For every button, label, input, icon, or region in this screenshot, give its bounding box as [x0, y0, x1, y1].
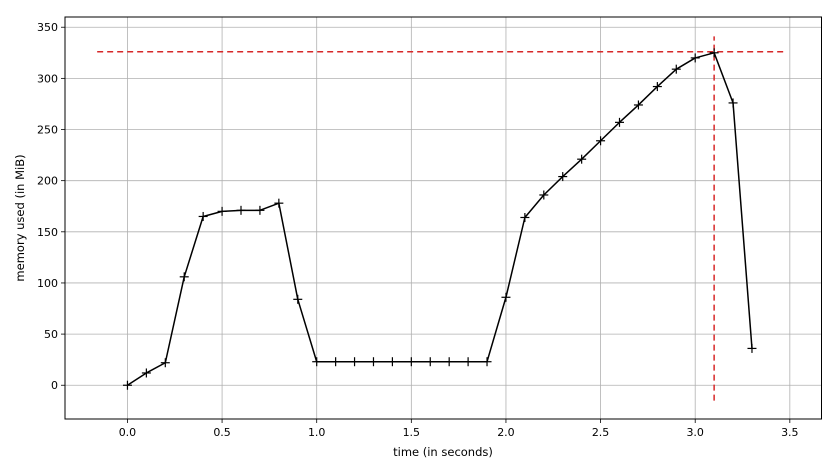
data-point	[482, 357, 492, 367]
data-point	[501, 292, 511, 302]
x-tick-label: 2.5	[592, 426, 610, 439]
data-point	[387, 357, 397, 367]
data-point	[709, 48, 719, 58]
y-tick-label: 200	[37, 175, 58, 188]
data-point	[652, 82, 662, 92]
y-axis-ticks: 0 50 100 150 200 250 300 350	[37, 21, 65, 392]
y-tick-label: 150	[37, 226, 58, 239]
x-tick-label: 1.0	[308, 426, 326, 439]
data-point	[179, 272, 189, 282]
x-tick-label: 0.5	[213, 426, 231, 439]
data-point	[236, 205, 246, 215]
data-point	[350, 357, 360, 367]
plot-frame	[64, 16, 822, 420]
data-point	[690, 53, 700, 63]
grid	[65, 17, 822, 419]
y-tick-label: 300	[37, 72, 58, 85]
data-point	[217, 206, 227, 216]
data-point	[539, 190, 549, 200]
data-point	[293, 294, 303, 304]
y-tick-label: 50	[44, 328, 58, 341]
y-tick-label: 0	[51, 379, 58, 392]
y-tick-label: 350	[37, 21, 58, 34]
reference-lines	[97, 36, 787, 401]
data-point	[671, 64, 681, 74]
data-point	[122, 380, 132, 390]
data-point	[520, 212, 530, 222]
data-point	[728, 98, 738, 108]
x-tick-label: 0.0	[119, 426, 137, 439]
data-point	[463, 357, 473, 367]
data-point	[198, 211, 208, 221]
x-tick-label: 1.5	[403, 426, 421, 439]
data-point	[312, 357, 322, 367]
data-point	[596, 136, 606, 146]
data-point	[558, 172, 568, 182]
x-tick-label: 3.5	[781, 426, 799, 439]
data-point	[633, 100, 643, 110]
data-point	[747, 343, 757, 353]
data-point	[425, 357, 435, 367]
data-point	[274, 198, 284, 208]
y-tick-label: 250	[37, 124, 58, 137]
series-memory	[122, 48, 757, 390]
y-tick-label: 100	[37, 277, 58, 290]
plot-border	[64, 16, 822, 420]
x-tick-label: 3.0	[686, 426, 704, 439]
data-point	[160, 358, 170, 368]
data-point	[444, 357, 454, 367]
data-point	[141, 368, 151, 378]
x-axis-ticks: 0.0 0.5 1.0 1.5 2.0 2.5 3.0 3.5	[119, 419, 799, 439]
data-point	[331, 357, 341, 367]
y-axis-label: memory used (in MiB)	[13, 154, 27, 281]
data-point	[577, 154, 587, 164]
x-tick-label: 2.0	[497, 426, 515, 439]
x-axis-label: time (in seconds)	[393, 445, 493, 459]
data-point	[368, 357, 378, 367]
data-point	[615, 117, 625, 127]
data-point	[255, 205, 265, 215]
data-point	[406, 357, 416, 367]
series-line	[127, 52, 753, 386]
